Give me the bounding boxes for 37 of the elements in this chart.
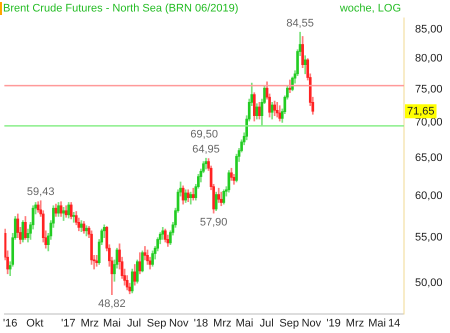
annotation: 64,95: [192, 144, 220, 156]
y-tick-label: 55,00: [415, 232, 443, 244]
x-tick-label: Mai: [368, 317, 386, 330]
ref-line-label: 69,50: [190, 128, 218, 140]
x-tick-label: '16: [2, 317, 18, 330]
x-tick-label: Mrz: [346, 317, 364, 330]
x-tick-label: Okt: [26, 317, 44, 330]
x-tick-label: Jul: [260, 317, 274, 330]
x-tick-label: Jul: [127, 317, 142, 330]
y-tick-label: 70,00: [415, 116, 443, 128]
y-tick-label: 50,00: [415, 277, 443, 290]
candlestick: [62, 207, 65, 221]
y-tick-label: 75,00: [415, 84, 443, 96]
x-tick-label: Mrz: [213, 317, 232, 330]
annotation: 59,43: [26, 186, 54, 198]
x-tick-label: Mrz: [80, 317, 99, 330]
x-tick-label: Sep: [279, 317, 299, 330]
x-tick-label: Mai: [236, 317, 254, 330]
x-tick-label: Nov: [302, 317, 322, 330]
annotation: 84,55: [286, 18, 314, 30]
x-tick-label: '19: [326, 317, 341, 330]
x-tick-label: Sep: [146, 317, 166, 330]
x-tick-label: '18: [194, 317, 208, 330]
annotation: 48,82: [98, 298, 126, 310]
y-tick-label: 80,00: [415, 52, 443, 65]
annotation: 71,65: [407, 105, 435, 118]
x-tick-label: Mai: [103, 317, 121, 330]
annotation: 57,90: [200, 216, 228, 229]
x-tick-label: 14: [388, 317, 400, 330]
chart-subtitle: woche, LOG: [338, 2, 401, 15]
y-tick-label: 65,00: [415, 152, 443, 164]
x-tick-label: Nov: [168, 317, 190, 330]
y-tick-label: 85,00: [415, 24, 443, 36]
x-tick-label: '17: [61, 317, 76, 330]
chart-title: Brent Crude Futures - North Sea (BRN 06/2019): [3, 2, 238, 15]
candlestick: [144, 246, 146, 260]
y-tick-label: 60,00: [415, 190, 443, 202]
